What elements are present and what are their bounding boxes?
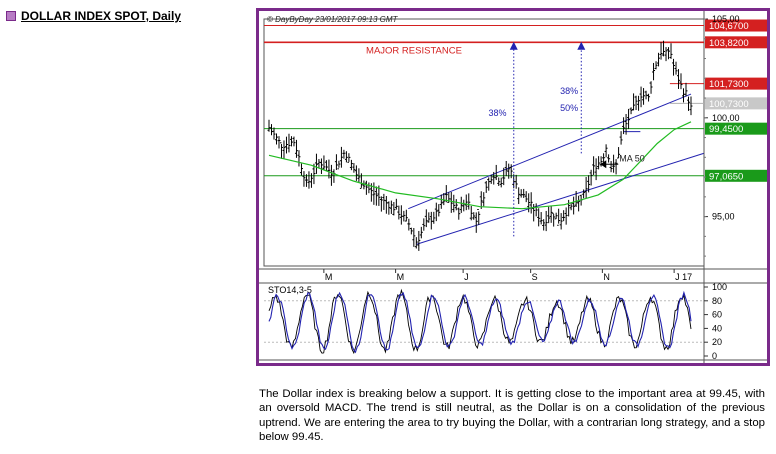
x-tick-label: S — [532, 272, 538, 282]
sto-k-line — [268, 288, 692, 355]
y-tick-label: 105,00 — [712, 14, 740, 24]
ma50-line — [268, 121, 692, 210]
x-axis: M M J S N J 17 — [323, 269, 692, 282]
price-panel-border — [263, 18, 705, 267]
sto-tick-label: 80 — [712, 296, 722, 306]
title-bullet-icon — [6, 11, 16, 21]
up-arrow-icon — [577, 41, 586, 50]
price-bars — [267, 40, 693, 251]
price-level-tag — [705, 19, 767, 32]
ma50-label: MA 50 — [619, 153, 645, 163]
price-level-tag — [705, 97, 767, 110]
channel-lower-line — [416, 152, 704, 245]
price-level-label: 104,6700 — [709, 21, 749, 32]
channel-upper-line — [408, 93, 692, 210]
chart-frame: 104,6700 103,8200 101,7300 100,7300 99,4500 9… — [256, 8, 770, 366]
y-tick-label: 95,00 — [712, 212, 735, 222]
price-level-tag — [705, 122, 767, 135]
x-tick-label: M — [397, 272, 405, 282]
left-arrow-icon — [600, 160, 607, 169]
y-tick-label: 100,00 — [712, 113, 740, 123]
price-level-tag — [705, 36, 767, 49]
major-resistance-label: MAJOR RESISTANCE — [366, 45, 462, 56]
x-tick-label: J 17 — [675, 272, 692, 282]
price-levels: 104,6700 103,8200 101,7300 100,7300 99,4500 9… — [264, 19, 767, 182]
sto-tick-label: 0 — [712, 351, 717, 361]
sto-tick-label: 100 — [712, 282, 727, 292]
up-arrow-icon — [509, 41, 518, 50]
price-level-label: 100,7300 — [709, 99, 749, 110]
sto-d-line — [268, 290, 692, 354]
price-chart: 104,6700 103,8200 101,7300 100,7300 99,4500 9… — [259, 11, 767, 363]
title-row: DOLLAR INDEX SPOT, Daily — [6, 9, 181, 23]
sto-tick-label: 60 — [712, 310, 722, 320]
price-level-label: 101,7300 — [709, 79, 749, 90]
sto-tick-label: 40 — [712, 323, 722, 333]
fib50-label: 50% — [560, 103, 578, 113]
analysis-text: The Dollar index is breaking below a sup… — [259, 388, 765, 444]
moving-average — [268, 121, 692, 210]
x-tick-label: N — [603, 272, 610, 282]
x-tick-label: M — [325, 272, 333, 282]
x-tick-label: J — [464, 272, 469, 282]
price-level-label: 103,8200 — [709, 38, 749, 49]
price-level-label: 97,0650 — [709, 171, 743, 182]
price-level-label: 99,4500 — [709, 124, 743, 135]
fib38-left-label: 38% — [488, 108, 506, 118]
sto-title: STO14,3-5 — [268, 285, 312, 295]
trend-channel — [408, 93, 704, 245]
grid-lines — [259, 11, 767, 363]
price-level-tag — [705, 169, 767, 182]
fib38-right-label: 38% — [560, 86, 578, 96]
stochastic-panel: 100 80 60 40 20 0 STO14,3-5 — [264, 282, 727, 361]
price-level-tag — [705, 77, 767, 90]
page-title: DOLLAR INDEX SPOT, Daily — [21, 9, 182, 23]
sto-tick-label: 20 — [712, 337, 722, 347]
source-note: © DayByDay 23/01/2017 09:13 GMT — [267, 15, 399, 24]
annotations: © DayByDay 23/01/2017 09:13 GMT MAJOR RES… — [267, 15, 645, 237]
y-axis: 105,00 100,00 95,00 — [704, 14, 740, 257]
